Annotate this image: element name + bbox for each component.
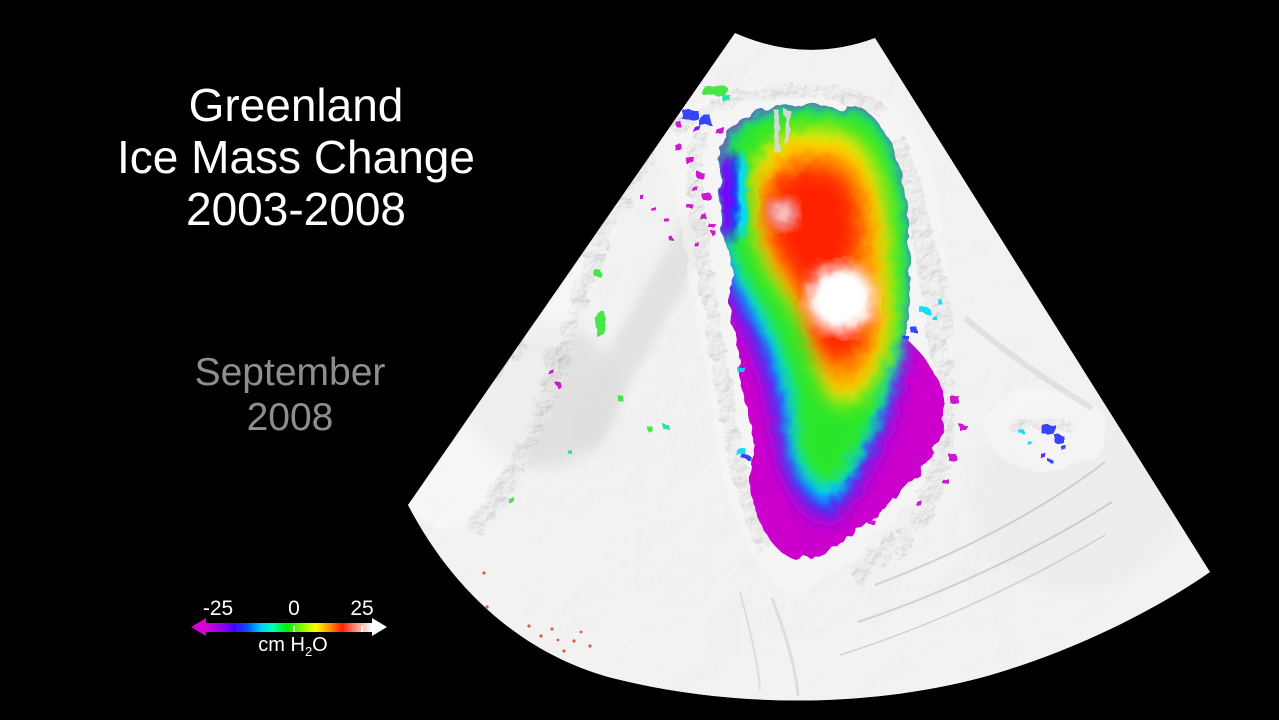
speckles-teal	[566, 96, 731, 452]
title-block: Greenland Ice Mass Change 2003-2008	[0, 79, 592, 235]
unit-prefix: cm H	[258, 634, 305, 656]
speckles-green	[508, 86, 726, 502]
tiny-red-marks	[482, 571, 592, 653]
title-line-2: Ice Mass Change	[117, 131, 475, 183]
unit-subscript: 2	[304, 644, 313, 659]
legend-unit: cm H2O	[258, 634, 327, 659]
date-line-1: September	[194, 351, 386, 394]
bathymetry-lines	[739, 315, 1113, 697]
speckles-violet	[693, 126, 1045, 457]
legend-zero-label: 0	[288, 597, 300, 620]
legend-color-bar	[206, 623, 372, 632]
date-line-2: 2008	[246, 396, 334, 439]
date-block: September 2008	[0, 350, 580, 440]
speckles-cyan	[737, 300, 1031, 456]
legend-tick-zero	[293, 626, 295, 632]
legend-max-label: 25	[350, 597, 374, 620]
legend-left-arrow-icon	[191, 618, 206, 636]
legend-min-label: -25	[202, 597, 234, 620]
ice-anomaly-overlay	[719, 104, 944, 560]
colorbar-legend: -25 0 25 cm H2O	[191, 597, 412, 662]
nw-edge-violet-strip	[720, 152, 732, 240]
legend-tick-max	[361, 626, 363, 632]
unit-suffix: O	[312, 634, 328, 656]
speckles-magenta	[548, 122, 966, 525]
legend-right-arrow-icon	[372, 618, 387, 636]
anomaly-pale-pink-core	[775, 205, 791, 221]
title-line-1: Greenland	[188, 79, 404, 131]
canada-landmass	[408, 33, 735, 529]
nunatak-notches	[774, 110, 790, 152]
title-line-3: 2003-2008	[186, 183, 406, 235]
anomaly-white-core	[817, 275, 865, 323]
speckles-blue	[682, 110, 1067, 462]
